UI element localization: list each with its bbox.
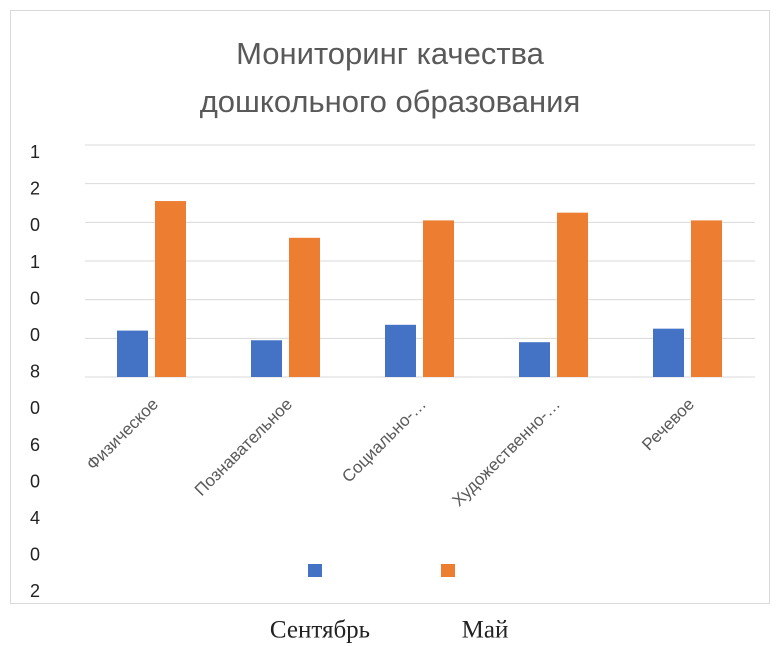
bar (289, 237, 320, 377)
bar (155, 201, 186, 377)
bar (519, 342, 550, 377)
legend-swatch (441, 564, 455, 577)
bar (423, 220, 454, 377)
legend-label: Сентябрь (270, 617, 370, 644)
bar (385, 324, 416, 377)
chart-border (10, 10, 770, 604)
bar (691, 220, 722, 377)
bar (653, 328, 684, 377)
legend-label: Май (462, 617, 509, 644)
bar (117, 330, 148, 377)
bar (251, 340, 282, 377)
bar (557, 212, 588, 377)
chart-title: Мониторинг качества дошкольного образова… (199, 36, 581, 119)
legend-swatch (308, 564, 322, 577)
